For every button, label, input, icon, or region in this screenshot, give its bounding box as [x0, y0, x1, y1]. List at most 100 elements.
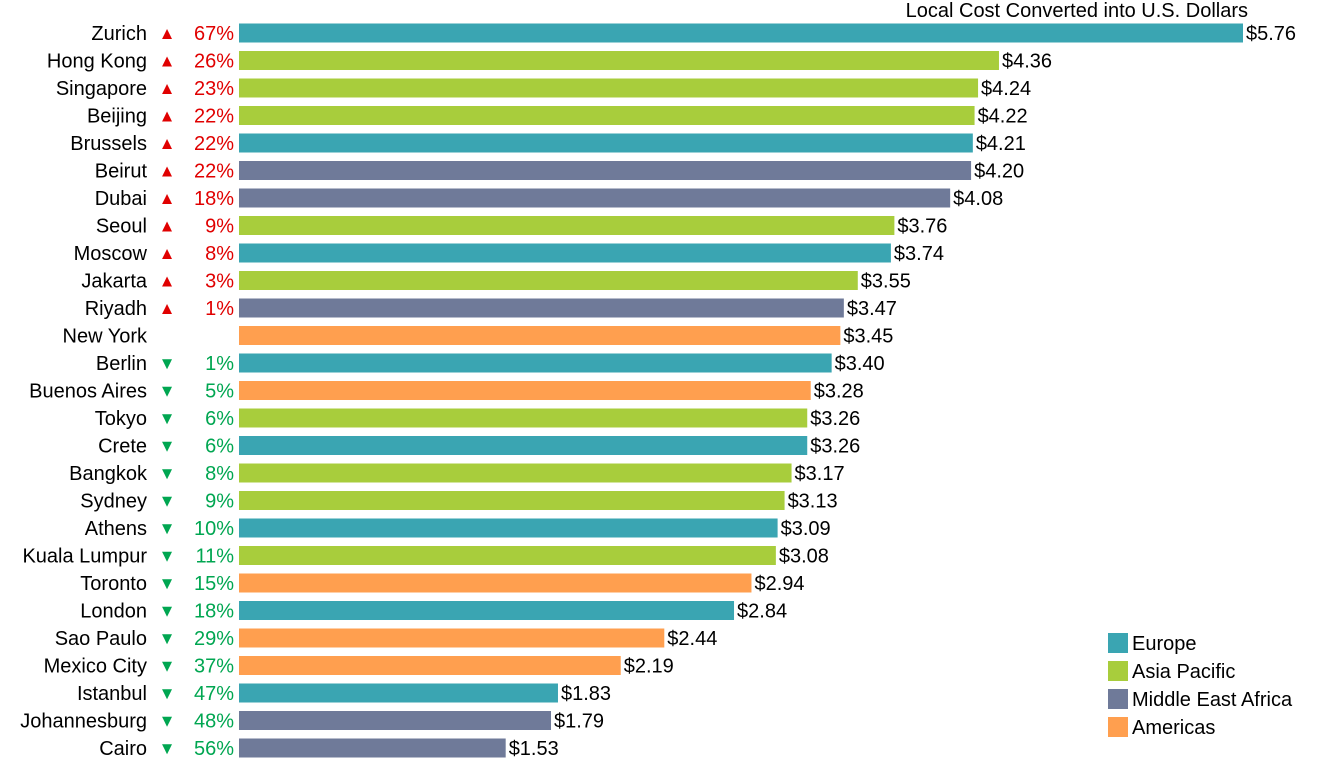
change-label: 22% — [194, 133, 234, 155]
category-label: Buenos Aires — [29, 381, 147, 403]
chart-row: Crete ▼ 6% $3.26 — [98, 436, 860, 458]
category-label: Jakarta — [81, 271, 147, 293]
chart-row: New York $3.45 — [63, 326, 894, 348]
up-arrow-icon: ▲ — [159, 272, 176, 291]
chart-row: Tokyo ▼ 6% $3.26 — [95, 408, 861, 430]
bar — [239, 243, 891, 263]
chart-title: Local Cost Converted into U.S. Dollars — [906, 0, 1248, 22]
legend: Europe Asia Pacific Middle East Africa Amer… — [1108, 633, 1293, 739]
value-label: $2.44 — [667, 628, 717, 650]
change-label: 11% — [195, 546, 234, 568]
change-label: 23% — [194, 78, 234, 100]
chart-row: Cairo ▼ 56% $1.53 — [99, 738, 559, 760]
down-arrow-icon: ▼ — [159, 519, 176, 538]
change-label: 56% — [194, 738, 234, 759]
bar — [239, 78, 979, 98]
up-arrow-icon: ▲ — [159, 299, 176, 318]
change-label: 22% — [194, 106, 234, 128]
value-label: $3.47 — [847, 298, 897, 320]
value-label: $3.26 — [810, 436, 860, 458]
bar — [239, 463, 792, 483]
category-label: Sydney — [80, 491, 147, 513]
up-arrow-icon: ▲ — [159, 162, 176, 181]
down-arrow-icon: ▼ — [159, 684, 176, 703]
bar — [239, 381, 811, 400]
category-label: Istanbul — [77, 683, 147, 705]
down-arrow-icon: ▼ — [159, 354, 176, 373]
bar — [239, 271, 858, 290]
bar — [239, 546, 776, 565]
chart-row: Buenos Aires ▼ 5% $3.28 — [29, 381, 864, 403]
value-label: $3.45 — [843, 326, 893, 348]
bar — [239, 106, 975, 125]
category-label: Bangkok — [69, 463, 148, 485]
up-arrow-icon: ▲ — [159, 79, 176, 98]
value-label: $3.09 — [781, 518, 831, 540]
change-label: 9% — [205, 216, 234, 238]
change-label: 37% — [194, 656, 234, 678]
category-label: Singapore — [56, 78, 147, 100]
up-arrow-icon: ▲ — [159, 189, 176, 208]
change-label: 1% — [205, 298, 234, 320]
legend-swatch — [1108, 689, 1128, 709]
category-label: Athens — [85, 518, 147, 540]
change-label: 47% — [194, 683, 234, 705]
chart-row: Sao Paulo ▼ 29% $2.44 — [55, 628, 718, 650]
category-label: Seoul — [96, 216, 147, 238]
chart-row: Hong Kong ▲ 26% $4.36 — [47, 51, 1052, 73]
chart-row: Sydney ▼ 9% $3.13 — [80, 491, 837, 513]
change-label: 48% — [194, 711, 234, 733]
change-label: 10% — [194, 518, 234, 540]
value-label: $3.17 — [795, 463, 845, 485]
bar — [239, 601, 735, 620]
category-label: Beijing — [87, 106, 147, 128]
change-label: 5% — [205, 381, 234, 403]
down-arrow-icon: ▼ — [159, 409, 176, 428]
value-label: $1.79 — [554, 711, 604, 733]
bar — [239, 408, 808, 428]
chart-row: Moscow ▲ 8% $3.74 — [74, 243, 944, 265]
down-arrow-icon: ▼ — [159, 492, 176, 511]
bar — [239, 51, 999, 70]
chart-row: Zurich ▲ 67% $5.76 — [91, 23, 1296, 45]
value-label: $4.22 — [978, 106, 1028, 128]
bar — [239, 188, 951, 208]
category-label: New York — [63, 326, 148, 348]
value-label: $3.55 — [861, 271, 911, 293]
up-arrow-icon: ▲ — [159, 52, 176, 71]
category-label: Cairo — [99, 738, 147, 759]
up-arrow-icon: ▲ — [159, 24, 176, 43]
value-label: $4.21 — [976, 133, 1026, 155]
chart-row: Beijing ▲ 22% $4.22 — [87, 106, 1028, 128]
value-label: $3.28 — [814, 381, 864, 403]
up-arrow-icon: ▲ — [159, 107, 176, 126]
value-label: $2.84 — [737, 601, 787, 623]
down-arrow-icon: ▼ — [159, 382, 176, 401]
bar — [239, 518, 778, 538]
legend-label: Europe — [1132, 633, 1197, 655]
chart-row: Johannesburg ▼ 48% $1.79 — [20, 711, 604, 733]
category-label: Dubai — [95, 188, 147, 210]
chart-row: Jakarta ▲ 3% $3.55 — [81, 271, 910, 293]
up-arrow-icon: ▲ — [159, 244, 176, 263]
down-arrow-icon: ▼ — [159, 712, 176, 731]
legend-label: Middle East Africa — [1132, 689, 1293, 711]
chart-row: London ▼ 18% $2.84 — [80, 601, 787, 623]
chart-row: Singapore ▲ 23% $4.24 — [56, 78, 1031, 100]
value-label: $4.20 — [974, 161, 1024, 183]
value-label: $3.26 — [810, 408, 860, 430]
legend-item: Americas — [1108, 717, 1215, 739]
bar — [239, 656, 621, 675]
chart-row: Istanbul ▼ 47% $1.83 — [77, 683, 611, 705]
down-arrow-icon: ▼ — [159, 547, 176, 566]
legend-swatch — [1108, 717, 1128, 737]
change-label: 3% — [205, 271, 234, 293]
change-label: 6% — [205, 436, 234, 458]
down-arrow-icon: ▼ — [159, 464, 176, 483]
chart-row: Seoul ▲ 9% $3.76 — [96, 216, 948, 238]
category-label: Beirut — [95, 161, 148, 183]
change-label: 18% — [194, 188, 234, 210]
change-label: 29% — [194, 628, 234, 650]
